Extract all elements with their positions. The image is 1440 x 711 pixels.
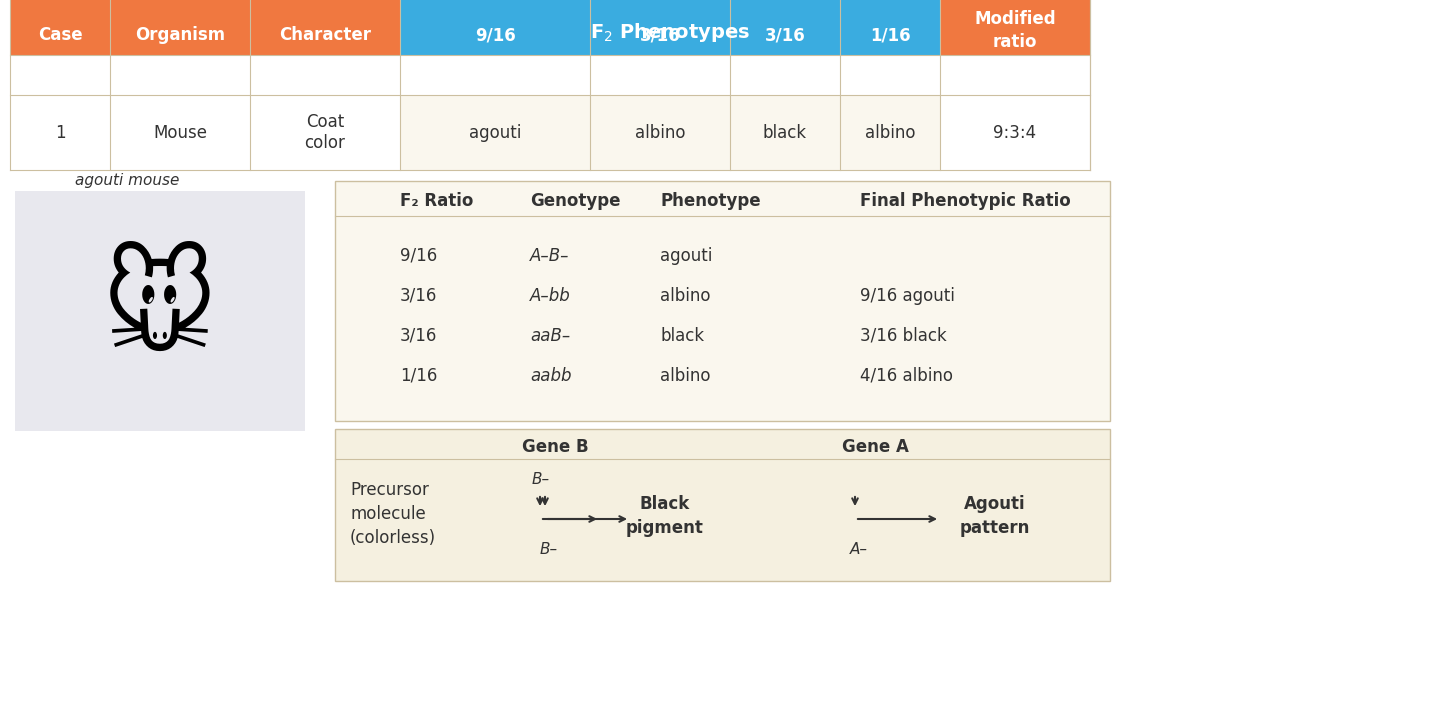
Text: 3/16: 3/16 bbox=[765, 26, 805, 44]
Text: albino: albino bbox=[865, 124, 916, 141]
Text: Mouse: Mouse bbox=[153, 124, 207, 141]
FancyBboxPatch shape bbox=[251, 0, 400, 55]
Text: 9/16: 9/16 bbox=[400, 247, 438, 265]
Text: A–: A– bbox=[850, 542, 868, 557]
FancyBboxPatch shape bbox=[730, 95, 840, 170]
Text: Black
pigment: Black pigment bbox=[626, 495, 704, 537]
Text: Gene A: Gene A bbox=[841, 438, 909, 456]
Text: 1: 1 bbox=[55, 124, 65, 141]
FancyBboxPatch shape bbox=[400, 0, 940, 55]
FancyBboxPatch shape bbox=[14, 191, 305, 431]
Text: 3/16: 3/16 bbox=[400, 287, 438, 305]
FancyBboxPatch shape bbox=[109, 0, 251, 55]
FancyBboxPatch shape bbox=[109, 95, 251, 170]
Text: 1/16: 1/16 bbox=[400, 367, 438, 385]
Text: B–: B– bbox=[531, 471, 550, 486]
Text: aaB–: aaB– bbox=[530, 327, 570, 345]
Text: black: black bbox=[763, 124, 806, 141]
Text: black: black bbox=[660, 327, 704, 345]
Text: B–: B– bbox=[540, 542, 559, 557]
Text: Phenotype: Phenotype bbox=[660, 192, 760, 210]
Text: albino: albino bbox=[660, 287, 710, 305]
Text: albino: albino bbox=[635, 124, 685, 141]
Text: F$_2$ Phenotypes: F$_2$ Phenotypes bbox=[590, 21, 750, 44]
Text: aabb: aabb bbox=[530, 367, 572, 385]
Text: 3/16 black: 3/16 black bbox=[860, 327, 946, 345]
Text: 9:3:4: 9:3:4 bbox=[994, 124, 1037, 141]
Text: 4/16 albino: 4/16 albino bbox=[860, 367, 953, 385]
Text: agouti: agouti bbox=[469, 124, 521, 141]
Text: Gene B: Gene B bbox=[521, 438, 589, 456]
Text: Modified
ratio: Modified ratio bbox=[975, 11, 1056, 50]
FancyBboxPatch shape bbox=[10, 0, 109, 55]
FancyBboxPatch shape bbox=[940, 95, 1090, 170]
Text: Coat
color: Coat color bbox=[305, 113, 346, 152]
Text: 1/16: 1/16 bbox=[870, 26, 910, 44]
Text: 3/16: 3/16 bbox=[400, 327, 438, 345]
Text: agouti: agouti bbox=[660, 247, 713, 265]
Text: F₂ Ratio: F₂ Ratio bbox=[400, 192, 474, 210]
Text: 3/16: 3/16 bbox=[639, 26, 680, 44]
FancyBboxPatch shape bbox=[336, 429, 1110, 581]
Text: agouti mouse: agouti mouse bbox=[75, 173, 180, 188]
FancyBboxPatch shape bbox=[840, 95, 940, 170]
FancyBboxPatch shape bbox=[336, 181, 1110, 421]
FancyBboxPatch shape bbox=[940, 0, 1090, 55]
Text: A–bb: A–bb bbox=[530, 287, 570, 305]
Text: Final Phenotypic Ratio: Final Phenotypic Ratio bbox=[860, 192, 1071, 210]
Text: Agouti
pattern: Agouti pattern bbox=[960, 495, 1030, 537]
Text: Case: Case bbox=[37, 26, 82, 44]
Text: 9/16 agouti: 9/16 agouti bbox=[860, 287, 955, 305]
Text: 9/16: 9/16 bbox=[475, 26, 516, 44]
FancyBboxPatch shape bbox=[10, 95, 109, 170]
Text: A–B–: A–B– bbox=[530, 247, 569, 265]
Text: Genotype: Genotype bbox=[530, 192, 621, 210]
Text: Precursor
molecule
(colorless): Precursor molecule (colorless) bbox=[350, 481, 436, 547]
Text: Organism: Organism bbox=[135, 26, 225, 44]
Text: albino: albino bbox=[660, 367, 710, 385]
Text: 🐭: 🐭 bbox=[102, 256, 217, 366]
FancyBboxPatch shape bbox=[590, 95, 730, 170]
Text: Character: Character bbox=[279, 26, 372, 44]
FancyBboxPatch shape bbox=[251, 95, 400, 170]
FancyBboxPatch shape bbox=[400, 95, 590, 170]
